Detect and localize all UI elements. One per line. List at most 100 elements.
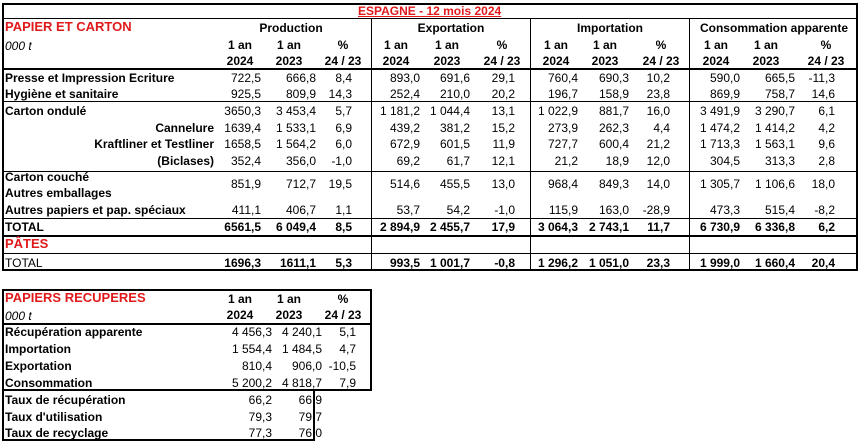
column-header-year: % xyxy=(496,38,508,52)
table-cell: 1 414,2 xyxy=(754,121,795,135)
recup-row-label: Importation xyxy=(5,342,71,356)
table-cell: 6561,5 xyxy=(224,220,261,234)
table-cell: 851,9 xyxy=(230,177,261,191)
table-cell: 590,0 xyxy=(709,71,740,85)
row-divider xyxy=(3,218,857,219)
table-cell: 3 064,3 xyxy=(537,220,578,234)
table-cell: 1 533,1 xyxy=(275,121,316,135)
table-cell: 672,9 xyxy=(389,137,420,151)
recup-cell: 1 484,5 xyxy=(281,342,322,356)
recup-column-header-sub: 2023 xyxy=(275,308,303,322)
column-header-year: % xyxy=(655,38,667,52)
table-cell: 18,0 xyxy=(811,177,835,191)
table-cell: 1639,4 xyxy=(224,121,261,135)
table-cell: 6,2 xyxy=(818,220,835,234)
table-cell: 1 044,4 xyxy=(429,104,470,118)
table-cell: 600,4 xyxy=(598,137,629,151)
recup-cell: 7,9 xyxy=(339,376,356,390)
section-papiers-recuperes: PAPIERS RECUPERES xyxy=(5,290,146,305)
recup-row-label: Consommation xyxy=(5,376,93,390)
table-cell: 356,0 xyxy=(285,154,316,168)
recup-column-header-year: % xyxy=(337,292,349,306)
table-cell: -0,8 xyxy=(494,256,515,270)
table-cell: 1 022,9 xyxy=(537,104,578,118)
recup-cell: 5 200,2 xyxy=(231,376,272,390)
header-divider xyxy=(3,68,857,70)
column-header-year: 1 an xyxy=(703,38,728,52)
table-cell: 601,5 xyxy=(439,137,470,151)
table-cell: 760,4 xyxy=(547,71,578,85)
table-cell: 869,9 xyxy=(709,87,740,101)
row-divider xyxy=(3,101,857,102)
table-cell: 19,5 xyxy=(328,177,352,191)
column-header-year: 1 an xyxy=(227,38,252,52)
recup-cell: 906,0 xyxy=(291,359,322,373)
row-label: Carton couché xyxy=(5,170,90,184)
column-header-sub: 2023 xyxy=(433,54,461,68)
table-cell: 61,7 xyxy=(446,154,470,168)
table-cell: -28,9 xyxy=(642,203,670,217)
rate-cell: 66,2 xyxy=(248,393,272,407)
column-header-sub: 2023 xyxy=(591,54,619,68)
table-cell: 9,6 xyxy=(818,137,835,151)
recup-cell: 4 818,7 xyxy=(281,376,322,390)
table-cell: 21,2 xyxy=(554,154,578,168)
table-cell: 727,7 xyxy=(547,137,578,151)
table-cell: 514,6 xyxy=(389,177,420,191)
table-cell: 665,5 xyxy=(764,71,795,85)
row-label: TOTAL xyxy=(5,220,44,234)
table-cell: 5,7 xyxy=(335,104,352,118)
table-cell: 14,0 xyxy=(646,177,670,191)
column-header-year: 1 an xyxy=(753,38,778,52)
table-cell: 163,0 xyxy=(598,203,629,217)
table-cell: 273,9 xyxy=(547,121,578,135)
table-cell: 18,9 xyxy=(605,154,629,168)
table-cell: 1696,3 xyxy=(224,256,261,270)
column-header-year: 1 an xyxy=(276,38,301,52)
table-cell: 411,1 xyxy=(231,203,261,217)
table-cell: 11,7 xyxy=(647,220,670,234)
table-cell: 1 305,7 xyxy=(699,177,740,191)
table-cell: 2 455,7 xyxy=(429,220,470,234)
column-header-sub: 2024 xyxy=(382,54,410,68)
table-cell: 1 296,2 xyxy=(537,256,578,270)
rate-cell: 76,0 xyxy=(298,426,322,440)
table-cell: 881,7 xyxy=(598,104,629,118)
col-divider xyxy=(371,18,372,270)
table-cell: 3 290,7 xyxy=(754,104,795,118)
group-header-consommation: Consommation apparente xyxy=(699,21,849,35)
rates-table-border xyxy=(2,389,315,441)
rate-cell: 79,3 xyxy=(248,410,272,424)
recup-cell: 4 240,1 xyxy=(281,325,322,339)
table-cell: 1658,5 xyxy=(224,137,261,151)
row-label: Autres emballages xyxy=(5,186,112,200)
table-cell: 14,6 xyxy=(811,87,835,101)
table-cell: 712,7 xyxy=(285,177,316,191)
table-cell: 1 563,1 xyxy=(754,137,795,151)
recup-cell: 810,4 xyxy=(241,359,272,373)
row-label: (Biclases) xyxy=(157,154,214,168)
column-header-sub: 2023 xyxy=(275,54,303,68)
table-cell: 993,5 xyxy=(389,256,420,270)
column-header-year: % xyxy=(337,38,349,52)
column-header-year: 1 an xyxy=(383,38,408,52)
section-papier-carton: PAPIER ET CARTON xyxy=(5,19,132,34)
table-cell: 13,1 xyxy=(491,104,515,118)
table-cell: 23,3 xyxy=(646,256,670,270)
group-header-importation: Importation xyxy=(577,21,643,35)
table-cell: 115,9 xyxy=(548,203,578,217)
row-divider xyxy=(3,253,857,254)
table-cell: 455,5 xyxy=(439,177,470,191)
table-cell: 54,2 xyxy=(446,203,470,217)
recup-column-header-sub: 2024 xyxy=(226,308,254,322)
table-cell: 304,5 xyxy=(709,154,740,168)
row-label: Carton ondulé xyxy=(5,104,87,118)
column-header-sub: 2024 xyxy=(226,54,254,68)
table-cell: 20,4 xyxy=(811,256,835,270)
section-pates: PÂTES xyxy=(5,236,49,251)
table-cell: 925,5 xyxy=(230,87,261,101)
recup-cell: 5,1 xyxy=(339,325,356,339)
table-cell: 352,4 xyxy=(230,154,261,168)
rate-row-label: Taux d'utilisation xyxy=(5,410,103,424)
main-table-border xyxy=(2,3,858,271)
